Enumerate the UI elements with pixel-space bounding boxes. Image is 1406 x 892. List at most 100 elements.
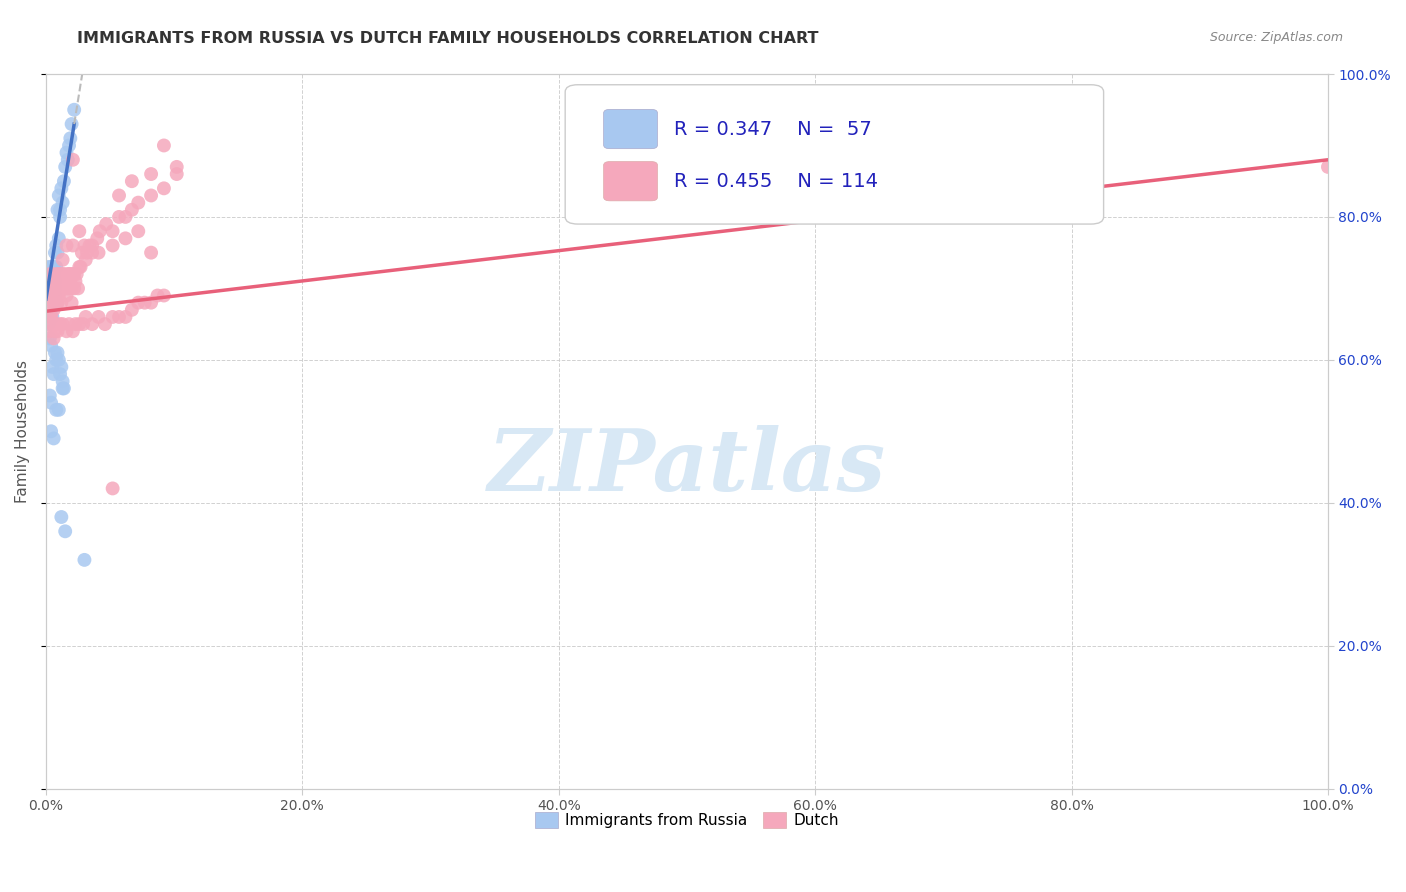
Point bbox=[114, 210, 136, 224]
FancyBboxPatch shape bbox=[603, 110, 658, 149]
Point bbox=[52, 267, 75, 281]
Point bbox=[75, 310, 97, 324]
Point bbox=[82, 317, 104, 331]
Point bbox=[39, 424, 62, 438]
Point bbox=[82, 238, 104, 252]
Point bbox=[39, 288, 62, 302]
Point bbox=[38, 310, 60, 324]
Point bbox=[52, 174, 75, 188]
Point bbox=[45, 267, 67, 281]
Point bbox=[62, 238, 84, 252]
Point bbox=[82, 245, 104, 260]
Point bbox=[70, 245, 93, 260]
Point bbox=[41, 317, 63, 331]
Point bbox=[62, 324, 84, 338]
Point bbox=[44, 295, 66, 310]
Point bbox=[42, 260, 65, 274]
Point bbox=[76, 245, 98, 260]
Point bbox=[44, 274, 66, 288]
Point bbox=[89, 224, 111, 238]
Point bbox=[127, 195, 149, 210]
Point bbox=[153, 138, 176, 153]
Legend: Immigrants from Russia, Dutch: Immigrants from Russia, Dutch bbox=[529, 806, 845, 835]
Text: IMMIGRANTS FROM RUSSIA VS DUTCH FAMILY HOUSEHOLDS CORRELATION CHART: IMMIGRANTS FROM RUSSIA VS DUTCH FAMILY H… bbox=[77, 31, 818, 46]
Point bbox=[53, 524, 76, 539]
Point bbox=[38, 267, 60, 281]
Point bbox=[49, 281, 72, 295]
Point bbox=[146, 288, 169, 302]
Point bbox=[42, 432, 65, 446]
Point bbox=[46, 324, 69, 338]
Point bbox=[60, 281, 83, 295]
Point bbox=[49, 274, 72, 288]
FancyBboxPatch shape bbox=[565, 85, 1104, 224]
Point bbox=[38, 288, 60, 302]
Point bbox=[56, 153, 79, 167]
Text: R = 0.347    N =  57: R = 0.347 N = 57 bbox=[673, 120, 872, 138]
Point bbox=[38, 388, 60, 402]
Point bbox=[48, 288, 70, 302]
Point bbox=[45, 402, 67, 417]
Point bbox=[127, 295, 149, 310]
Point bbox=[1316, 160, 1339, 174]
Point bbox=[58, 317, 80, 331]
Text: Source: ZipAtlas.com: Source: ZipAtlas.com bbox=[1209, 31, 1343, 45]
Point bbox=[48, 352, 70, 367]
Point bbox=[63, 267, 86, 281]
Point bbox=[55, 274, 77, 288]
Point bbox=[52, 267, 75, 281]
Point bbox=[96, 217, 118, 231]
Point bbox=[52, 317, 75, 331]
Point bbox=[53, 281, 76, 295]
Point bbox=[49, 317, 72, 331]
Point bbox=[62, 267, 84, 281]
Point bbox=[51, 281, 73, 295]
Point bbox=[45, 288, 67, 302]
Point bbox=[52, 252, 75, 267]
Point bbox=[114, 310, 136, 324]
Point bbox=[53, 274, 76, 288]
Point bbox=[94, 317, 117, 331]
Point bbox=[39, 338, 62, 352]
Point bbox=[38, 281, 60, 295]
Point bbox=[79, 238, 101, 252]
Point bbox=[42, 295, 65, 310]
Point bbox=[37, 274, 59, 288]
Point bbox=[42, 331, 65, 345]
Point bbox=[101, 224, 124, 238]
Point bbox=[46, 202, 69, 217]
Point bbox=[44, 345, 66, 359]
Point bbox=[66, 267, 89, 281]
Point bbox=[87, 310, 110, 324]
Point bbox=[45, 295, 67, 310]
Point bbox=[58, 267, 80, 281]
Point bbox=[59, 267, 82, 281]
Point bbox=[41, 295, 63, 310]
Point bbox=[46, 245, 69, 260]
Point bbox=[39, 310, 62, 324]
Point bbox=[38, 317, 60, 331]
Point bbox=[38, 267, 60, 281]
Point bbox=[66, 281, 89, 295]
Point bbox=[38, 331, 60, 345]
Point bbox=[65, 274, 87, 288]
Point bbox=[44, 281, 66, 295]
Point bbox=[67, 317, 90, 331]
Point bbox=[121, 174, 143, 188]
Point bbox=[139, 167, 162, 181]
Point bbox=[41, 267, 63, 281]
Point bbox=[121, 202, 143, 217]
Point bbox=[108, 188, 131, 202]
Point bbox=[44, 288, 66, 302]
Text: ZIPatlas: ZIPatlas bbox=[488, 425, 886, 508]
Point bbox=[69, 260, 91, 274]
Point bbox=[52, 274, 75, 288]
Point bbox=[65, 317, 87, 331]
Point bbox=[73, 553, 96, 567]
Point bbox=[37, 267, 59, 281]
Point bbox=[39, 274, 62, 288]
Point bbox=[45, 238, 67, 252]
Point bbox=[51, 295, 73, 310]
Point bbox=[127, 224, 149, 238]
Point bbox=[153, 288, 176, 302]
